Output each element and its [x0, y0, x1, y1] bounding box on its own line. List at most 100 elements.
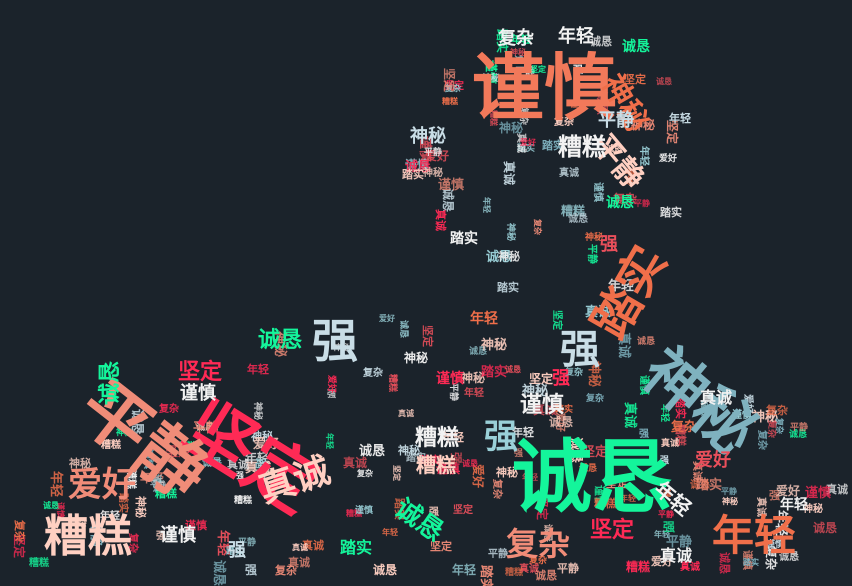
filler-word: 年轻	[608, 279, 635, 294]
filler-word: 强	[660, 456, 670, 466]
filler-word: 真诚	[292, 543, 308, 552]
filler-word: 复杂	[766, 404, 788, 417]
word: 复杂	[498, 28, 534, 49]
filler-word: 复杂	[445, 84, 461, 93]
filler-word: 谨慎	[185, 519, 207, 532]
word: 平静	[598, 110, 634, 131]
filler-word: 神秘	[752, 410, 779, 425]
filler-word: 爱好	[425, 149, 450, 163]
filler-word: 诚恳	[398, 320, 408, 339]
filler-word: 神秘	[496, 466, 518, 479]
filler-word: 诚恳	[405, 160, 432, 175]
filler-word: 坚定	[442, 68, 456, 93]
word: 诚恳	[512, 431, 672, 524]
filler-word: 真诚	[398, 409, 414, 418]
filler-word: 诚恳	[469, 347, 488, 357]
word: 强	[228, 540, 246, 561]
filler-word: 坚定	[530, 65, 546, 74]
filler-word: 平静	[557, 562, 579, 575]
filler-word: 年轻	[654, 530, 670, 539]
word: 神秘	[410, 126, 446, 147]
filler-word: 年轻	[511, 35, 531, 46]
filler-word: 年轻	[452, 563, 477, 577]
filler-word: 诚恳	[196, 423, 215, 433]
word: 糟糕	[416, 453, 456, 477]
filler-word: 年轻	[325, 433, 334, 449]
filler-word: 平静	[424, 148, 443, 158]
filler-word: 糟糕	[561, 204, 586, 218]
filler-word: 真诚	[502, 161, 516, 186]
filler-word: 爱好	[651, 555, 673, 568]
filler-word: 坚定	[529, 372, 554, 386]
word: 复杂	[506, 525, 571, 563]
filler-word: 平静	[488, 549, 508, 560]
filler-word: 神秘	[803, 504, 823, 515]
filler-word: 复杂	[529, 556, 548, 566]
filler-word: 糟糕	[346, 509, 362, 518]
filler-word: 复杂	[159, 404, 179, 415]
filler-word: 爱好	[659, 154, 678, 164]
filler-word: 坚定	[582, 445, 609, 460]
filler-word: 平静	[721, 487, 737, 496]
filler-word: 糟糕	[29, 558, 49, 569]
filler-word: 神秘	[116, 428, 132, 437]
filler-word: 坚定	[444, 81, 464, 92]
filler-word: 真诚	[826, 483, 848, 496]
filler-word: 真诚	[343, 456, 368, 470]
filler-word: 真诚	[302, 539, 324, 552]
filler-word: 强	[514, 449, 524, 459]
filler-word: 复杂	[13, 520, 26, 542]
filler-word: 真诚	[585, 305, 612, 320]
word: 踏实	[340, 538, 373, 557]
filler-word: 诚恳	[202, 458, 222, 469]
filler-word: 年轻	[482, 197, 491, 213]
filler-word: 爱好	[326, 375, 336, 394]
filler-word: 糟糕	[101, 440, 121, 451]
filler-word: 神秘	[482, 74, 501, 84]
filler-word: 强	[639, 429, 649, 440]
word: 谨慎	[160, 525, 196, 546]
word: 坚定	[178, 360, 223, 385]
filler-word: 诚恳	[211, 560, 226, 586]
filler-word: 诚恳	[462, 459, 478, 468]
filler-word: 糟糕	[442, 97, 458, 106]
filler-word: 神秘	[481, 338, 508, 353]
filler-word: 年轻	[48, 471, 63, 498]
filler-word: 年轻	[245, 451, 270, 465]
filler-word: 平静	[238, 538, 257, 548]
filler-word: 强	[663, 520, 676, 534]
filler-word: 复杂	[775, 418, 784, 434]
filler-word: 强	[156, 531, 166, 542]
filler-word: 诚恳	[690, 480, 710, 491]
filler-word: 踏实	[478, 565, 493, 586]
filler-word: 爱好	[253, 437, 280, 452]
filler-word: 真诚	[533, 403, 558, 417]
filler-word: 年轻	[247, 363, 269, 376]
filler-word: 神秘	[522, 384, 549, 399]
filler-word: 踏实	[419, 454, 441, 467]
filler-word: 复杂	[275, 564, 297, 577]
filler-word: 诚恳	[779, 552, 799, 563]
filler-word: 年轻	[100, 511, 120, 522]
word: 诚恳	[606, 195, 634, 211]
filler-word: 糟糕	[234, 496, 253, 506]
filler-word: 年轻	[620, 494, 636, 503]
word: 谨慎	[472, 46, 617, 130]
word: 诚恳	[388, 493, 449, 548]
filler-word: 谨慎	[805, 486, 832, 501]
word: 年轻	[470, 311, 498, 327]
word: 爱好	[68, 465, 136, 505]
filler-word: 真诚	[680, 562, 700, 573]
filler-word: 踏实	[406, 453, 426, 464]
word: 年轻	[558, 26, 594, 47]
word: 诚恳	[98, 360, 123, 405]
filler-word: 年轻	[382, 528, 398, 537]
filler-word: 踏实	[660, 206, 682, 219]
filler-word: 复杂	[565, 368, 584, 378]
word: 强	[484, 417, 518, 457]
filler-word: 爱好	[379, 314, 395, 323]
word: 诚恳	[258, 328, 303, 353]
filler-word: 平静	[666, 535, 693, 550]
filler-word: 踏实	[226, 547, 245, 557]
filler-word: 平静	[790, 423, 809, 433]
